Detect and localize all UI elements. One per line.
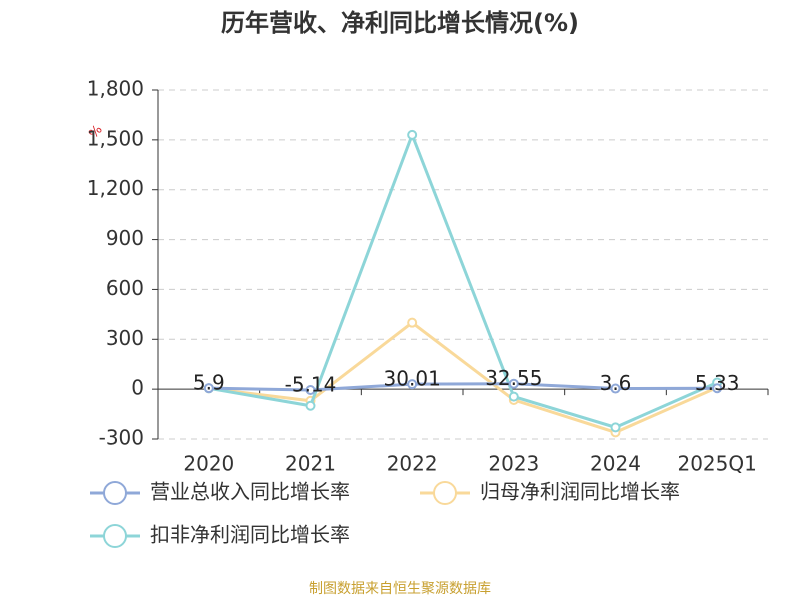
y-tick-label: 300 (106, 326, 144, 350)
point (508, 378, 519, 389)
series-line (208, 382, 718, 392)
source-note: 制图数据来自恒生聚源数据库 (309, 581, 491, 597)
series-line (208, 320, 718, 434)
data-label: 32.55 (485, 366, 542, 390)
legend-label: 扣非净利润同比增长率 (150, 523, 350, 547)
y-tick-label: -300 (99, 426, 144, 450)
x-tick-label: 2023 (488, 452, 539, 476)
y-tick-label: 0 (131, 376, 144, 400)
point (610, 422, 621, 433)
x-tick-label: 2024 (590, 452, 641, 476)
point (407, 317, 418, 328)
legend-marker (433, 481, 457, 505)
data-label: 5.9 (193, 371, 225, 395)
point (407, 379, 418, 390)
y-tick-label: 1,500 (87, 126, 144, 150)
y-tick-label: 600 (106, 276, 144, 300)
data-label: 3.6 (600, 371, 632, 395)
y-tick-label: 1,200 (87, 176, 144, 200)
series-line (208, 130, 718, 429)
data-label: 5.33 (695, 371, 740, 395)
x-tick-label: 2021 (285, 452, 336, 476)
point (610, 383, 621, 394)
y-tick-label: 1,800 (87, 77, 144, 101)
legend-label: 营业总收入同比增长率 (150, 480, 350, 504)
legend-marker (103, 481, 127, 505)
point (712, 383, 723, 394)
point (508, 391, 519, 402)
point (407, 129, 418, 140)
data-label: 30.01 (384, 367, 441, 391)
point (305, 384, 316, 395)
chart-title: 历年营收、净利同比增长情况(%) (221, 9, 579, 37)
data-label: -5.14 (285, 372, 337, 396)
legend-label: 归母净利润同比增长率 (480, 480, 680, 504)
legend-marker (103, 524, 127, 548)
point (305, 400, 316, 411)
point (203, 383, 214, 394)
y-tick-label: 900 (106, 226, 144, 250)
x-tick-label: 2020 (183, 452, 234, 476)
x-tick-label: 2025Q1 (677, 452, 756, 476)
x-tick-label: 2022 (387, 452, 438, 476)
